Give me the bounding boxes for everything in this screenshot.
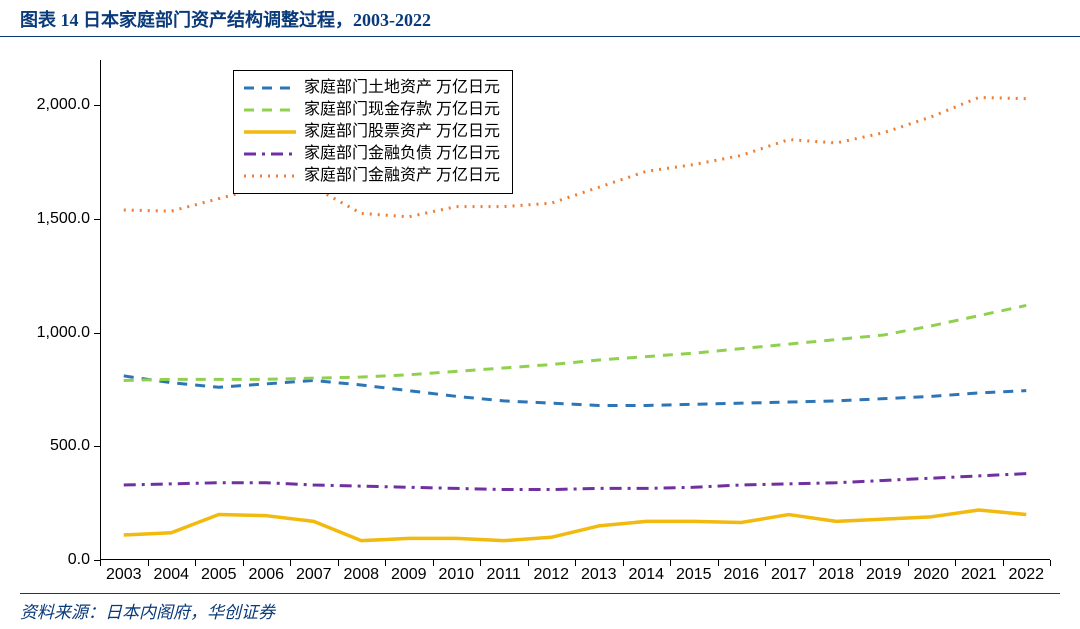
y-tick-mark [94, 446, 100, 447]
x-tick-mark [765, 560, 766, 566]
x-tick-label: 2017 [771, 560, 807, 584]
source-caption: 资料来源：日本内阁府，华创证券 [20, 593, 1060, 623]
x-tick-label: 2018 [818, 560, 854, 584]
x-tick-mark [243, 560, 244, 566]
series-line [124, 510, 1027, 541]
x-tick-mark [860, 560, 861, 566]
x-tick-mark [480, 560, 481, 566]
x-tick-label: 2011 [487, 560, 521, 584]
x-tick-mark [148, 560, 149, 566]
legend-swatch [244, 124, 296, 140]
x-tick-mark [528, 560, 529, 566]
x-tick-mark [955, 560, 956, 566]
y-tick-label: 2,000.0 [37, 96, 100, 114]
x-tick-mark [385, 560, 386, 566]
chart-title: 图表 14 日本家庭部门资产结构调整过程，2003-2022 [0, 0, 1080, 37]
legend-item: 家庭部门股票资产 万亿日元 [244, 121, 500, 143]
series-line [124, 474, 1027, 490]
x-tick-label: 2014 [628, 560, 664, 584]
x-tick-label: 2013 [581, 560, 617, 584]
x-tick-mark [338, 560, 339, 566]
x-tick-mark [1003, 560, 1004, 566]
x-tick-label: 2004 [153, 560, 189, 584]
x-tick-label: 2003 [106, 560, 142, 584]
y-tick-mark [94, 333, 100, 334]
legend-label: 家庭部门股票资产 万亿日元 [304, 121, 500, 143]
y-tick-mark [94, 105, 100, 106]
legend-swatch [244, 146, 296, 162]
legend-item: 家庭部门现金存款 万亿日元 [244, 99, 500, 121]
x-tick-label: 2021 [961, 560, 997, 584]
y-tick-label: 1,500.0 [37, 210, 100, 228]
x-tick-label: 2005 [201, 560, 237, 584]
x-tick-mark [195, 560, 196, 566]
legend-item: 家庭部门土地资产 万亿日元 [244, 77, 500, 99]
x-tick-label: 2008 [343, 560, 379, 584]
legend-swatch [244, 168, 296, 184]
x-tick-label: 2020 [913, 560, 949, 584]
x-tick-mark [1050, 560, 1051, 566]
x-tick-mark [670, 560, 671, 566]
legend-label: 家庭部门现金存款 万亿日元 [304, 99, 500, 121]
x-tick-label: 2015 [676, 560, 712, 584]
x-tick-label: 2006 [248, 560, 284, 584]
legend-box: 家庭部门土地资产 万亿日元家庭部门现金存款 万亿日元家庭部门股票资产 万亿日元家… [233, 70, 513, 194]
legend-label: 家庭部门土地资产 万亿日元 [304, 77, 500, 99]
y-tick-label: 500.0 [50, 437, 100, 455]
x-tick-label: 2016 [723, 560, 759, 584]
x-tick-mark [623, 560, 624, 566]
legend-swatch [244, 80, 296, 96]
x-tick-mark [813, 560, 814, 566]
legend-label: 家庭部门金融负债 万亿日元 [304, 143, 500, 165]
chart-plot-area: 家庭部门土地资产 万亿日元家庭部门现金存款 万亿日元家庭部门股票资产 万亿日元家… [100, 60, 1050, 560]
x-tick-mark [575, 560, 576, 566]
x-tick-label: 2010 [438, 560, 474, 584]
x-tick-mark [290, 560, 291, 566]
x-tick-label: 2012 [533, 560, 569, 584]
x-tick-label: 2019 [866, 560, 902, 584]
legend-item: 家庭部门金融资产 万亿日元 [244, 165, 500, 187]
x-tick-mark [100, 560, 101, 566]
x-tick-mark [718, 560, 719, 566]
y-tick-mark [94, 219, 100, 220]
legend-item: 家庭部门金融负债 万亿日元 [244, 143, 500, 165]
y-tick-label: 1,000.0 [37, 324, 100, 342]
legend-swatch [244, 102, 296, 118]
legend-label: 家庭部门金融资产 万亿日元 [304, 165, 500, 187]
series-line [124, 305, 1027, 380]
x-tick-label: 2022 [1008, 560, 1044, 584]
x-tick-mark [433, 560, 434, 566]
x-tick-label: 2009 [391, 560, 427, 584]
x-tick-label: 2007 [296, 560, 332, 584]
x-tick-mark [908, 560, 909, 566]
